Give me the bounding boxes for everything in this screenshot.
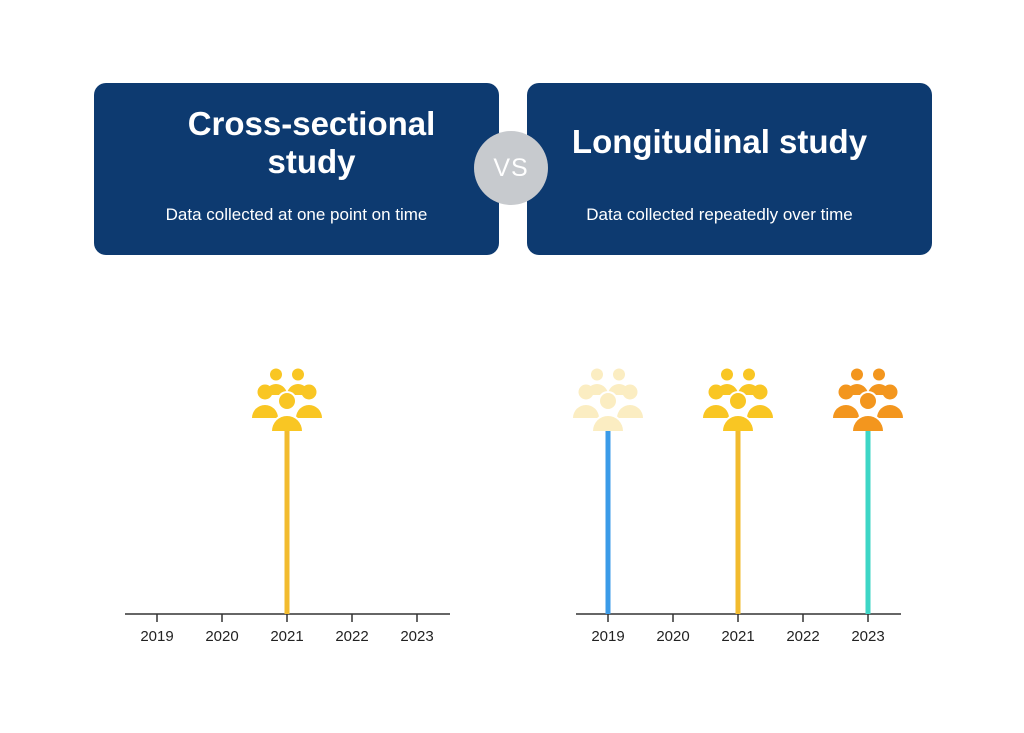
longitudinal-year-label-2022: 2022 [786, 628, 819, 645]
longitudinal-2023-people-icon [833, 368, 903, 431]
cross-sectional-title-line2: study [267, 143, 356, 180]
longitudinal-year-label-2023: 2023 [851, 628, 884, 645]
longitudinal-timeline: 2019 2020 2021 2022 2023 [573, 368, 903, 645]
cross-sectional-year-label-2020: 2020 [205, 628, 238, 645]
longitudinal-marker-line-2021 [735, 430, 741, 614]
longitudinal-title: Longitudinal study [571, 123, 868, 160]
cross-sectional-timeline: 2019 2020 2021 2022 2023 [125, 368, 450, 645]
longitudinal-marker-line-2023 [865, 430, 871, 614]
cross-sectional-title-line1: Cross-sectional [187, 105, 436, 142]
cross-sectional-card: Cross-sectional study Data collected at … [94, 83, 499, 255]
longitudinal-2019-people-icon [573, 368, 643, 431]
longitudinal-subtitle: Data collected repeatedly over time [586, 205, 853, 224]
longitudinal-year-label-2019: 2019 [591, 628, 624, 645]
cross-sectional-year-label-2022: 2022 [335, 628, 368, 645]
longitudinal-year-label-2021: 2021 [721, 628, 754, 645]
vs-badge: VS [474, 131, 548, 205]
cross-sectional-subtitle: Data collected at one point on time [165, 205, 428, 224]
longitudinal-2021-people-icon [703, 368, 773, 431]
cross-sectional-year-label-2021: 2021 [270, 628, 303, 645]
longitudinal-year-label-2020: 2020 [656, 628, 689, 645]
longitudinal-marker-line-2019 [605, 430, 611, 614]
cross-sectional-year-label-2019: 2019 [140, 628, 173, 645]
longitudinal-card: Longitudinal study Data collected repeat… [527, 83, 932, 255]
cross-sectional-marker-line-2021 [284, 430, 290, 614]
cross-sectional-2021-people-icon [252, 368, 322, 431]
cross-sectional-title: Cross-sectional study [94, 105, 499, 181]
cross-sectional-year-label-2023: 2023 [400, 628, 433, 645]
